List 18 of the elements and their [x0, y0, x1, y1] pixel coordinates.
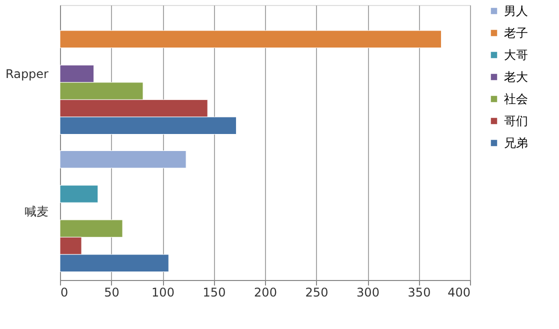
x-tick-label: 0 [60, 286, 68, 300]
legend-label: 社会 [504, 92, 528, 106]
x-tick-label: 250 [305, 286, 328, 300]
legend-label: 大哥 [504, 48, 528, 62]
y-tick-label: Rapper [6, 66, 49, 81]
x-tick-label: 50 [104, 286, 120, 300]
legend-label: 老子 [504, 26, 528, 40]
x-tick-label: 350 [408, 286, 431, 300]
x-tick-label: 300 [356, 286, 380, 300]
legend-label: 兄弟 [504, 136, 528, 150]
x-tick-label: 100 [152, 286, 174, 300]
legend-label: 男人 [504, 4, 528, 18]
legend-label: 哥们 [504, 114, 528, 128]
x-tick-label: 400 [448, 286, 470, 300]
y-tick-label: 喊麦 [24, 204, 48, 218]
x-tick-label: 200 [254, 286, 277, 300]
x-tick-label: 150 [202, 286, 226, 300]
legend-label: 老大 [504, 70, 528, 84]
